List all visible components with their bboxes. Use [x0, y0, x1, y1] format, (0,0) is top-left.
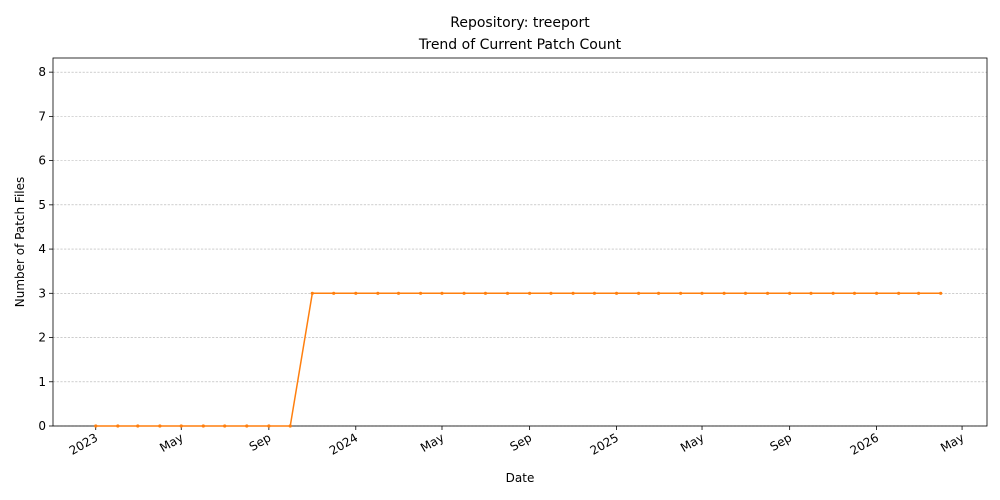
data-point [874, 291, 879, 295]
data-point [462, 291, 466, 295]
data-point [743, 291, 748, 295]
chart-subtitle: Trend of Current Patch Count [418, 37, 622, 53]
data-point [917, 291, 921, 295]
data-point [483, 291, 488, 295]
data-point [354, 291, 358, 295]
data-line [95, 292, 941, 427]
data-point [852, 291, 857, 295]
y-tick-label: 5 [38, 198, 46, 212]
plot-frame [52, 57, 988, 427]
data-point [223, 424, 227, 428]
data-point [679, 291, 683, 295]
data-point [831, 291, 835, 295]
data-point [376, 291, 380, 295]
data-point [94, 424, 98, 428]
y-tick-label: 1 [38, 375, 46, 389]
data-point [440, 291, 444, 295]
data-point [332, 291, 336, 295]
data-point [700, 291, 704, 295]
data-point [245, 424, 249, 428]
y-tick-label: 6 [38, 154, 46, 168]
data-point [528, 291, 532, 295]
data-point [637, 291, 641, 295]
y-tick-label: 2 [38, 331, 46, 345]
y-tick-label: 7 [38, 109, 46, 123]
y-tick-label: 4 [38, 242, 46, 256]
y-tick-label: 8 [38, 65, 46, 79]
data-point [310, 291, 314, 295]
data-point [722, 291, 726, 295]
data-point [419, 291, 423, 295]
data-point [809, 291, 813, 295]
data-point [897, 291, 901, 295]
chart-title: Repository: treeport [450, 15, 590, 31]
data-point [267, 424, 271, 428]
data-point [592, 291, 597, 295]
data-point [614, 291, 619, 295]
y-axis-label: Number of Patch Files [13, 177, 27, 308]
data-point [656, 291, 661, 295]
data-point [288, 424, 292, 428]
data-point [396, 291, 401, 295]
data-point [116, 424, 120, 428]
data-point [136, 424, 140, 428]
data-point [201, 424, 205, 428]
y-tick-label: 3 [38, 286, 46, 300]
data-point [179, 424, 183, 428]
data-point [939, 291, 943, 295]
data-point [549, 291, 553, 295]
data-point [505, 291, 510, 295]
data-point [765, 291, 770, 295]
x-axis-label: Date [506, 471, 535, 485]
y-tick-label: 0 [38, 419, 46, 433]
data-point [571, 291, 575, 295]
data-point [788, 291, 792, 295]
data-point [158, 424, 162, 428]
